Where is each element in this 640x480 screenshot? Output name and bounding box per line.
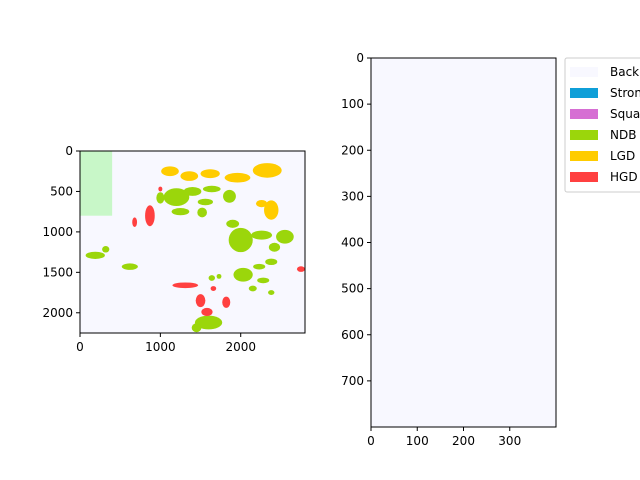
- tissue-region-ndbe: [233, 267, 253, 282]
- x-tick-label: 100: [406, 434, 429, 448]
- plot-area: [80, 151, 305, 333]
- tissue-region-lgd: [200, 169, 220, 179]
- y-tick-label: 0: [65, 144, 73, 158]
- tissue-region-ndbe: [163, 188, 190, 207]
- legend-swatch-squamous: [570, 109, 598, 119]
- legend-swatch-hgd: [570, 172, 598, 182]
- tissue-region-hgd: [195, 294, 206, 308]
- y-tick-label: 200: [341, 143, 364, 157]
- tissue-region-ndbe: [276, 229, 294, 244]
- x-tick-label: 1000: [145, 340, 176, 354]
- right-panel: 0 100 200 300 0 100 200 300 400 500 600 700: [341, 51, 557, 448]
- tissue-region-hgd: [222, 296, 231, 308]
- tissue-region-hgd: [201, 307, 213, 317]
- tissue-region-ndbe: [268, 242, 281, 252]
- tissue-region-hgd: [172, 282, 199, 289]
- legend-label-ndbe: NDB: [610, 128, 636, 142]
- tissue-region-ndbe: [257, 277, 270, 284]
- y-tick-label: 600: [341, 328, 364, 342]
- tissue-region-ndbe: [121, 263, 138, 270]
- tissue-region-ndbe: [228, 227, 253, 253]
- y-tick-label: 400: [341, 236, 364, 250]
- tissue-region-lgd: [255, 199, 268, 208]
- y-tick-label: 100: [341, 97, 364, 111]
- tissue-region-ndbe: [253, 263, 266, 270]
- legend-swatch-lgd: [570, 151, 598, 161]
- tissue-region-ndbe: [251, 230, 273, 240]
- tissue-region-ndbe: [183, 186, 202, 196]
- tissue-region-ndbe: [194, 315, 223, 330]
- y-tick-label: 500: [341, 282, 364, 296]
- tissue-region-lgd: [180, 171, 199, 181]
- tissue-region-lgd: [224, 172, 251, 183]
- left-panel: 0 1000 2000 0 500 1000 1500 2000: [42, 144, 306, 354]
- tissue-region-ndbe: [171, 208, 190, 216]
- tissue-region-ndbe: [248, 285, 257, 292]
- legend-label-background: Back: [610, 65, 639, 79]
- tissue-region-ndbe: [85, 251, 105, 259]
- tissue-region-ndbe: [216, 273, 222, 279]
- x-tick-label: 200: [452, 434, 475, 448]
- axes-frame: [79, 150, 306, 334]
- tissue-region-hgd: [158, 186, 163, 192]
- y-tick-label: 500: [50, 184, 73, 198]
- legend-label-squamous: Squa: [610, 107, 640, 121]
- tissue-region-ndbe: [208, 275, 216, 281]
- tissue-region-ndbe: [223, 189, 236, 203]
- tissue-region-ndbe: [265, 258, 278, 266]
- y-tick-label: 2000: [42, 306, 73, 320]
- y-tick-label: 700: [341, 374, 364, 388]
- tissue-region-hgd: [132, 217, 138, 228]
- plot-area: [371, 58, 556, 427]
- y-tick-label: 1500: [42, 265, 73, 279]
- tissue-region-lgd: [264, 200, 279, 220]
- legend-swatch-background: [570, 67, 598, 77]
- legend-label-lgd: LGD: [610, 149, 635, 163]
- tissue-region-lgd: [161, 166, 179, 177]
- legend-label-hgd: HGD: [610, 170, 638, 184]
- tissue-region-ndbe: [226, 219, 240, 228]
- y-tick-label: 0: [356, 51, 364, 65]
- tissue-region-hgd: [210, 286, 217, 291]
- tissue-region-hgd: [145, 205, 155, 227]
- tissue-region-ndbe: [102, 246, 110, 253]
- tissue-region-ndbe: [191, 323, 202, 333]
- legend-swatch-stroma: [570, 88, 598, 98]
- legend-swatch-ndbe: [570, 130, 598, 140]
- legend: Back Stron Squa NDB LGD HGD: [564, 57, 640, 193]
- x-tick-label: 0: [367, 434, 375, 448]
- highlight-region: [80, 151, 113, 216]
- tissue-region-ndbe: [268, 290, 275, 295]
- legend-label-stroma: Stron: [610, 86, 640, 100]
- tissue-region-hgd: [296, 266, 305, 272]
- x-tick-label: 0: [76, 340, 84, 354]
- x-tick-label: 300: [498, 434, 521, 448]
- y-tick-label: 300: [341, 189, 364, 203]
- tissue-region-ndbe: [202, 185, 221, 193]
- tissue-region-ndbe: [156, 192, 165, 204]
- tissue-region-ndbe: [197, 207, 207, 218]
- x-tick-label: 2000: [225, 340, 256, 354]
- y-tick-label: 1000: [42, 225, 73, 239]
- tissue-region-lgd: [252, 163, 282, 178]
- tissue-region-ndbe: [197, 198, 213, 206]
